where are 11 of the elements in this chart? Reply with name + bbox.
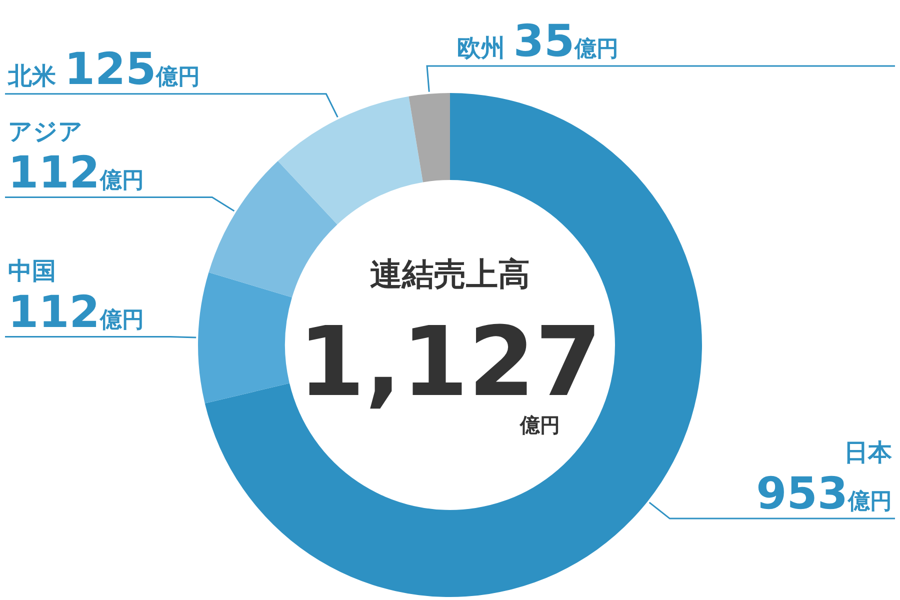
data-label: 953億円: [756, 468, 892, 520]
slice-label: 欧州: [457, 34, 514, 62]
slice-label: アジア: [8, 117, 83, 146]
data-label: 112億円: [8, 286, 144, 338]
slice-label: 日本: [844, 438, 893, 467]
data-label: 112億円: [8, 147, 144, 198]
slice-label: 北米: [7, 62, 64, 90]
text: 連結売上高: [370, 255, 530, 293]
slice-label: 中国: [8, 256, 56, 285]
data-label: 35億円: [513, 16, 619, 67]
data-label: 125億円: [64, 44, 200, 95]
